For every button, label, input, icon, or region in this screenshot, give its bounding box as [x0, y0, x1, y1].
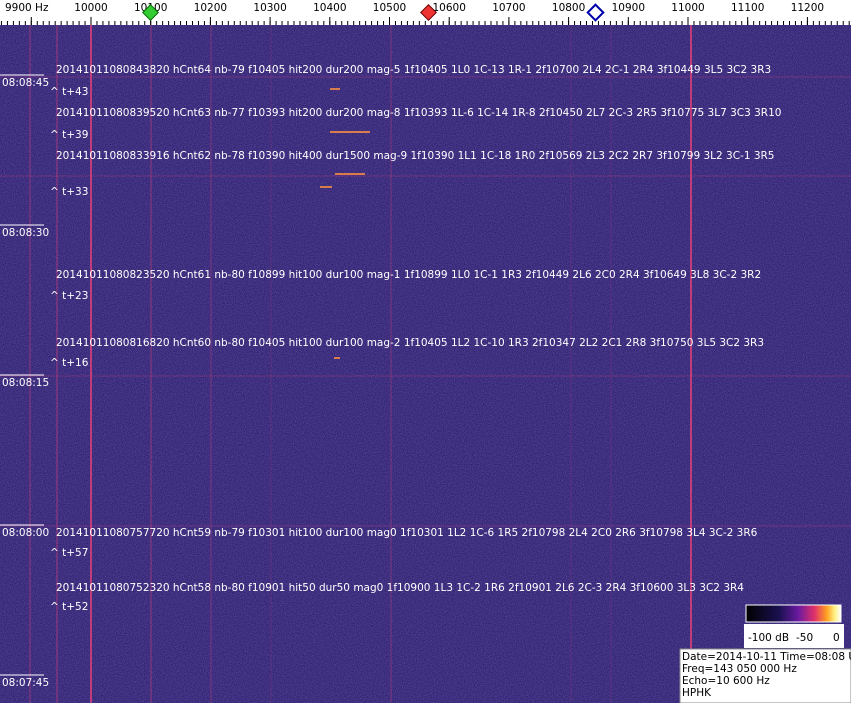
detection-offset: ^ t+57	[50, 547, 88, 559]
info-line: Date=2014-10-11 Time=08:08 UTC	[682, 651, 851, 663]
echo-trace	[334, 357, 340, 359]
frequency-label: 10200	[194, 2, 227, 14]
detection-text: 20141011080757720 hCnt59 nb-79 f10301 hi…	[56, 527, 758, 539]
colorbar	[745, 604, 842, 623]
carrier-lines	[0, 25, 851, 703]
colorbar-label: -50	[796, 632, 813, 644]
detection-text: 20141011080752320 hCnt58 nb-80 f10901 hi…	[56, 582, 744, 594]
detection-offset: ^ t+52	[50, 601, 88, 613]
colorbar-label: 0	[833, 632, 840, 644]
echo-trace	[330, 131, 370, 133]
time-label: 08:08:00	[2, 527, 49, 539]
detection-offset: ^ t+43	[50, 86, 88, 98]
time-label: 08:08:30	[2, 227, 49, 239]
frequency-label: 10300	[253, 2, 286, 14]
frequency-label: 10800	[552, 2, 585, 14]
time-label: 08:08:45	[2, 77, 49, 89]
info-line: Echo=10 600 Hz	[682, 675, 770, 687]
frequency-label: 10500	[373, 2, 406, 14]
echo-trace	[335, 173, 365, 175]
annotations: 08:08:45 08:08:30 08:08:15 08:08:00 08:07:45…	[0, 64, 781, 689]
detection-text: 20141011080823520 hCnt61 nb-80 f10899 hi…	[56, 269, 761, 281]
detection-offset: ^ t+39	[50, 129, 88, 141]
frequency-label: 10600	[432, 2, 465, 14]
marker-green[interactable]	[142, 4, 159, 21]
frequency-label: 10000	[74, 2, 107, 14]
frequency-label: 9900 Hz	[5, 2, 49, 14]
detection-text: 20141011080839520 hCnt63 nb-77 f10393 hi…	[56, 107, 781, 119]
frequency-label: 10900	[612, 2, 645, 14]
frequency-label: 11200	[791, 2, 824, 14]
time-label: 08:08:15	[2, 377, 49, 389]
info-box	[679, 648, 851, 704]
marker-blue[interactable]	[586, 3, 605, 22]
axis-ticks: 9900 Hz100001010010200103001040010500106…	[0, 2, 850, 25]
frequency-label: 11100	[731, 2, 764, 14]
detection-text: 20141011080833916 hCnt62 nb-78 f10390 hi…	[56, 150, 775, 162]
detection-offset: ^ t+16	[50, 357, 89, 369]
detection-offset: ^ t+33	[50, 186, 88, 198]
info-line: HPHK	[682, 687, 712, 699]
marker-red[interactable]	[420, 4, 437, 21]
detection-text: 20141011080816820 hCnt60 nb-80 f10405 hi…	[56, 337, 764, 349]
colorbar-label: -100 dB	[748, 632, 789, 644]
frequency-label: 10400	[313, 2, 346, 14]
waterfall-noise	[0, 25, 851, 703]
echo-trace	[330, 88, 340, 90]
detection-text: 20141011080843820 hCnt64 nb-79 f10405 hi…	[56, 64, 771, 76]
colorbar-legend	[744, 624, 844, 648]
frequency-label: 10700	[492, 2, 525, 14]
detection-offset: ^ t+23	[50, 290, 88, 302]
echo-trace	[320, 186, 332, 188]
frequency-label: 11000	[671, 2, 704, 14]
info-line: Freq=143 050 000 Hz	[682, 663, 797, 675]
time-label: 08:07:45	[2, 677, 49, 689]
